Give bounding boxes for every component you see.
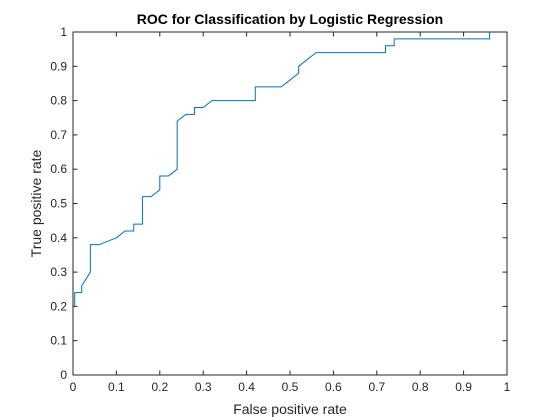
y-tick-label: 0.8 bbox=[50, 94, 67, 108]
chart-title: ROC for Classification by Logistic Regre… bbox=[137, 11, 444, 27]
y-tick-label: 0 bbox=[60, 368, 67, 382]
x-tick-label: 0.4 bbox=[238, 380, 255, 394]
y-tick-label: 0.7 bbox=[50, 128, 67, 142]
y-tick-label: 0.2 bbox=[50, 299, 67, 313]
y-tick-label: 0.3 bbox=[50, 265, 67, 279]
y-tick-label: 0.9 bbox=[50, 59, 67, 73]
x-tick-label: 0.6 bbox=[325, 380, 342, 394]
y-tick-label: 0.4 bbox=[50, 231, 67, 245]
y-tick-label: 1 bbox=[60, 25, 67, 39]
x-tick-label: 0.2 bbox=[151, 380, 168, 394]
x-tick-label: 0.7 bbox=[368, 380, 385, 394]
x-tick-label: 0.5 bbox=[282, 380, 299, 394]
y-axis-label: True positive rate bbox=[28, 149, 44, 257]
x-tick-label: 0.3 bbox=[195, 380, 212, 394]
x-tick-label: 0.1 bbox=[108, 380, 125, 394]
roc-curve-line bbox=[72, 31, 507, 375]
y-tick-label: 0.1 bbox=[50, 334, 67, 348]
plot-frame bbox=[72, 31, 508, 376]
x-tick-label: 1 bbox=[504, 380, 511, 394]
x-axis-label: False positive rate bbox=[233, 401, 347, 417]
y-tick-label: 0.6 bbox=[50, 162, 67, 176]
plot-area bbox=[73, 32, 507, 375]
y-tick-label: 0.5 bbox=[50, 197, 67, 211]
x-tick-label: 0.9 bbox=[455, 380, 472, 394]
x-tick-label: 0.8 bbox=[412, 380, 429, 394]
ticks-layer: 0 0.1 0.2 0.3 0.4 0.5 0.6 0.7 0.8 0.9 1 0 0.1 0.2 0.3 0… bbox=[50, 25, 510, 394]
x-tick-label: 0 bbox=[70, 380, 77, 394]
